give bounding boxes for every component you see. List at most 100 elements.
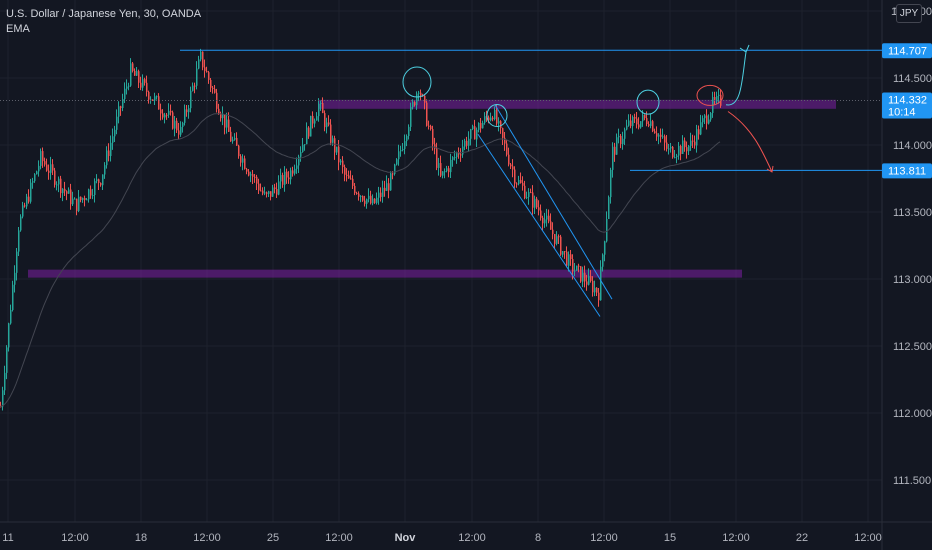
price-axis-top-label: 1 <box>891 6 898 18</box>
top-circle-annotation[interactable] <box>486 104 508 128</box>
countdown-label-text: 10:14 <box>888 107 916 119</box>
currency-button[interactable]: JPY <box>896 4 922 23</box>
candle-body <box>274 187 276 190</box>
candle-body <box>124 88 126 100</box>
candle-body <box>524 185 526 199</box>
chart-legend: U.S. Dollar / Japanese Yen, 30, OANDA EM… <box>6 7 201 37</box>
candle-body <box>610 169 612 198</box>
candle-body <box>558 236 560 238</box>
candle-body <box>146 82 148 92</box>
candle-body <box>450 159 452 173</box>
candle-body <box>668 148 670 150</box>
candle-body <box>258 183 260 191</box>
candle-body <box>646 118 648 125</box>
candle-body <box>36 171 38 175</box>
candle-body <box>532 192 534 208</box>
candle-body <box>266 192 268 194</box>
candle-body <box>32 181 34 183</box>
candle-body <box>344 167 346 175</box>
bullish-projection-arrow[interactable] <box>725 51 747 106</box>
candle-body <box>302 144 304 153</box>
time-tick-label: 11 <box>2 532 13 544</box>
time-tick-label: 12:00 <box>458 532 486 544</box>
candle-body <box>684 140 686 148</box>
candle-body <box>286 171 288 178</box>
candle-body <box>260 190 262 192</box>
channel-upper-line[interactable] <box>494 104 613 300</box>
candle-body <box>164 114 166 118</box>
candle-body <box>182 122 184 127</box>
candle-body <box>716 95 718 100</box>
candle-body <box>578 265 580 267</box>
top-circle-annotation[interactable] <box>402 66 432 98</box>
candle-body <box>706 115 708 124</box>
top-circle-annotation[interactable] <box>636 89 660 115</box>
candle-body <box>338 146 340 163</box>
candle-body <box>22 205 24 217</box>
candle-body <box>436 148 438 168</box>
candle-body <box>150 99 152 101</box>
candle-body <box>600 266 602 301</box>
candle-body <box>312 115 314 124</box>
candle-body <box>128 85 130 87</box>
candle-body <box>506 143 508 155</box>
candle-body <box>694 141 696 146</box>
candle-body <box>406 135 408 142</box>
symbol-title[interactable]: U.S. Dollar / Japanese Yen, 30, OANDA <box>6 8 202 20</box>
candle-body <box>372 198 374 204</box>
candle-body <box>350 178 352 180</box>
candle-body <box>602 254 604 267</box>
candle-body <box>342 160 344 168</box>
candle-body <box>396 159 398 165</box>
candle-body <box>596 287 598 293</box>
candle-body <box>356 193 358 195</box>
candle-body <box>34 174 36 182</box>
support-zone[interactable] <box>28 269 742 278</box>
candle-body <box>56 184 58 186</box>
candle-body <box>66 191 68 194</box>
candle-body <box>542 217 544 224</box>
candle-body <box>670 146 672 149</box>
candle-body <box>366 199 368 204</box>
candle-body <box>62 188 64 194</box>
candle-body <box>72 198 74 205</box>
candle-body <box>122 99 124 108</box>
candle-body <box>318 103 320 117</box>
candle-body <box>244 158 246 170</box>
candle-body <box>622 138 624 145</box>
candle-body <box>272 187 274 197</box>
candle-body <box>498 121 500 124</box>
candle-body <box>82 197 84 201</box>
candle-body <box>354 185 356 194</box>
candle-body <box>108 150 110 157</box>
candle-body <box>718 94 720 96</box>
candle-body <box>74 198 76 200</box>
candle-body <box>284 171 286 185</box>
candle-body <box>314 120 316 124</box>
candle-body <box>688 145 690 152</box>
top-circle-annotation-red[interactable] <box>696 84 724 106</box>
resistance-zone[interactable] <box>318 99 836 109</box>
candle-body <box>612 146 614 170</box>
ema-indicator-label[interactable]: EMA <box>6 23 30 35</box>
candle-body <box>80 196 82 201</box>
candle-body <box>536 198 538 208</box>
bearish-projection-arrow[interactable] <box>727 111 773 173</box>
candle-body <box>296 165 298 169</box>
candle-body <box>50 164 52 173</box>
candle-body <box>12 284 14 311</box>
candle-body <box>594 287 596 293</box>
candle-body <box>566 251 568 266</box>
candle-body <box>580 266 582 282</box>
candle-body <box>418 92 420 94</box>
channel-lower-line[interactable] <box>477 134 601 317</box>
candle-body <box>256 176 258 184</box>
candle-body <box>560 236 562 255</box>
candle-body <box>270 191 272 197</box>
candle-body <box>582 272 584 282</box>
candle-body <box>316 116 318 121</box>
candle-body <box>14 272 16 285</box>
candle-body <box>324 113 326 128</box>
candle-body <box>448 168 450 173</box>
